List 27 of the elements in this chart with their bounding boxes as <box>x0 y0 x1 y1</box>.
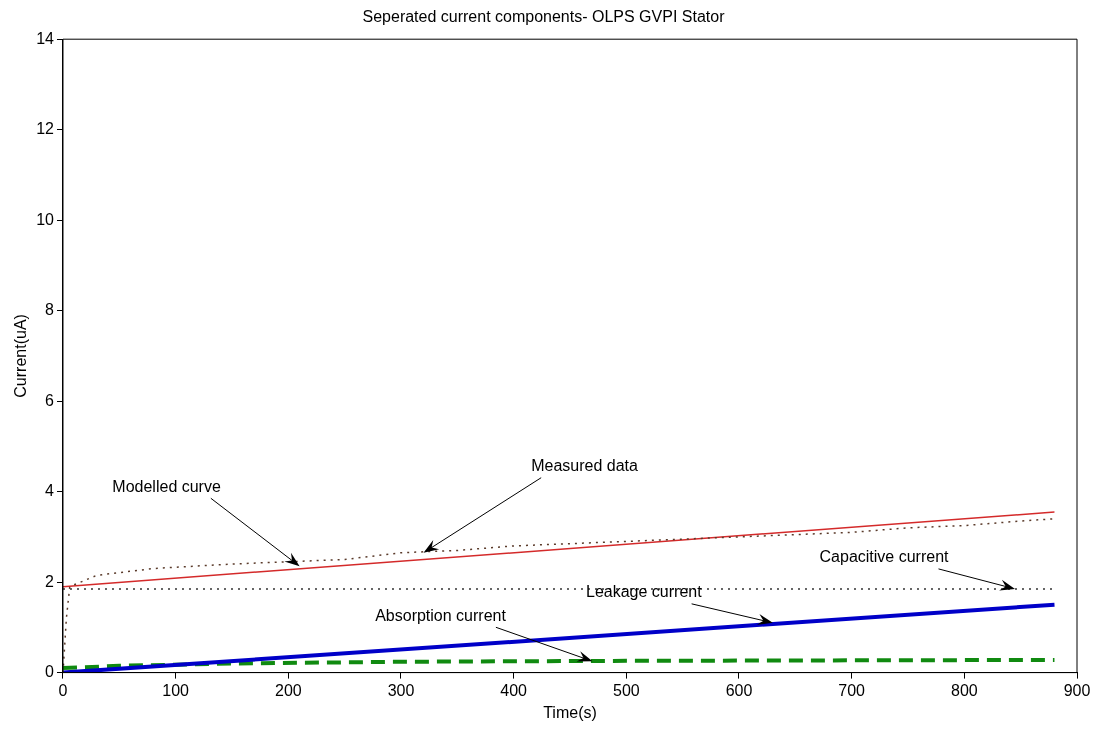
x-axis-title: Time(s) <box>543 703 597 721</box>
x-tick-label: 300 <box>387 681 415 699</box>
x-tick-label: 500 <box>612 681 640 699</box>
annotation: Leakage current <box>585 583 703 601</box>
y-tick-label: 2 <box>45 572 55 590</box>
x-tick-label: 700 <box>838 681 866 699</box>
line-series <box>63 657 1057 671</box>
y-tick-label: 4 <box>45 482 55 500</box>
y-tick-label: 12 <box>36 120 55 138</box>
annotation: Absorption current <box>375 606 507 624</box>
y-tick-label: 10 <box>36 210 55 228</box>
y-axis-title: Current(uA) <box>12 314 30 398</box>
y-tick-label: 14 <box>36 29 55 47</box>
x-tick-label: 800 <box>950 681 978 699</box>
chart-title: Seperated current components- OLPS GVPI Stator <box>362 8 726 26</box>
x-tick-label: 900 <box>1063 681 1091 699</box>
y-tick-label: 6 <box>45 391 55 409</box>
y-tick-label: 0 <box>45 663 55 681</box>
x-tick-label: 0 <box>58 681 68 699</box>
x-tick-label: 100 <box>162 681 190 699</box>
x-tick-label: 400 <box>500 681 528 699</box>
x-tick-label: 600 <box>725 681 753 699</box>
annotation: Modelled curve <box>112 477 221 495</box>
y-tick-label: 8 <box>45 301 55 319</box>
x-tick-label: 200 <box>274 681 302 699</box>
annotation: Measured data <box>531 457 638 475</box>
annotation: Capacitive current <box>819 548 950 566</box>
